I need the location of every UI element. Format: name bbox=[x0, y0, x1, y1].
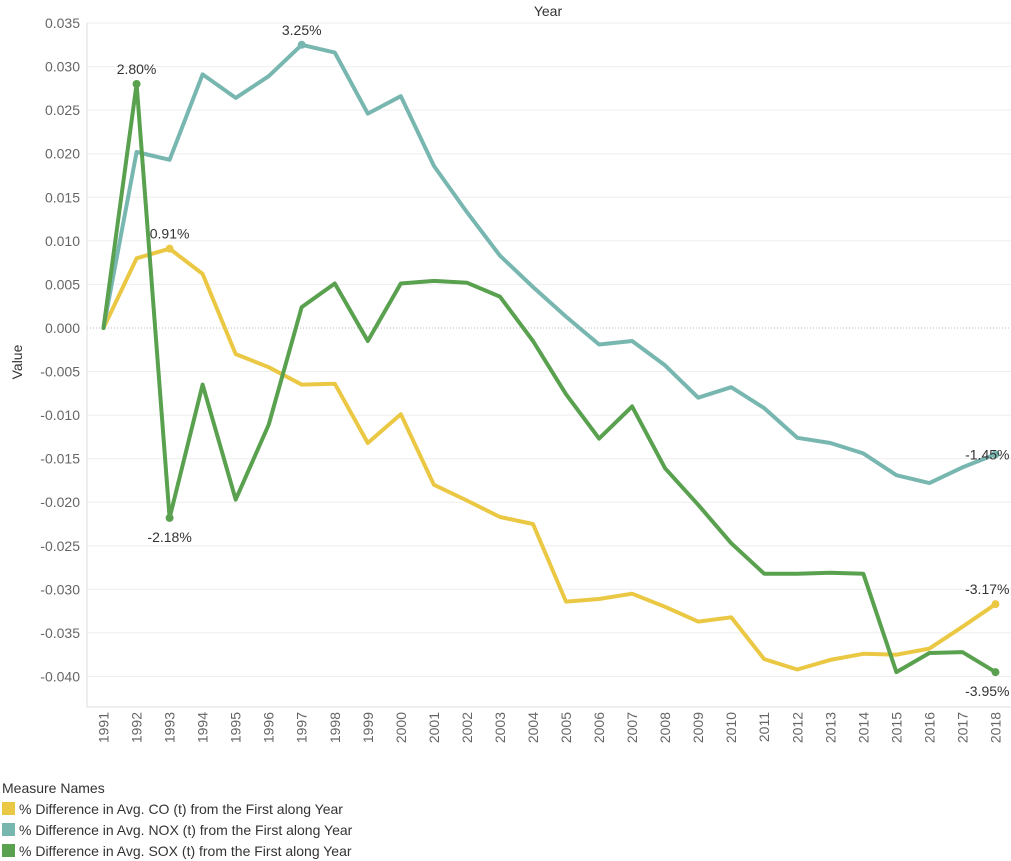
x-tick-label: 2015 bbox=[888, 712, 904, 743]
x-tick-label: 1995 bbox=[228, 712, 244, 743]
x-axis-ticks: 1991 1992 1993 1994 1995 1996 1997 1998 1999 2000… bbox=[96, 712, 1004, 743]
x-tick-label: 2018 bbox=[987, 712, 1003, 743]
x-tick-label: 1996 bbox=[261, 712, 277, 743]
legend-label-sox: % Difference in Avg. SOX (t) from the Fi… bbox=[19, 842, 352, 859]
legend-title: Measure Names bbox=[2, 780, 105, 796]
data-point[interactable] bbox=[165, 513, 174, 522]
x-tick-label: 2006 bbox=[591, 712, 607, 743]
x-tick-label: 1993 bbox=[162, 712, 178, 743]
data-label: 0.91% bbox=[150, 226, 190, 242]
series-line[interactable] bbox=[101, 246, 998, 672]
y-tick-label: 0.015 bbox=[45, 189, 80, 205]
x-tick-label: 2003 bbox=[492, 712, 508, 743]
data-point[interactable] bbox=[991, 450, 1000, 459]
x-tick-label: 1998 bbox=[327, 712, 343, 743]
x-tick-label: 2016 bbox=[921, 712, 937, 743]
y-tick-label: 0.030 bbox=[45, 59, 80, 75]
y-tick-label: -0.040 bbox=[40, 669, 80, 685]
legend-swatch-nox bbox=[2, 823, 15, 836]
y-tick-label: -0.020 bbox=[40, 494, 80, 510]
data-label: 2.80% bbox=[117, 61, 157, 77]
x-tick-label: 1991 bbox=[96, 712, 112, 743]
legend-label-co: % Difference in Avg. CO (t) from the Fir… bbox=[19, 800, 343, 817]
x-tick-label: 1994 bbox=[195, 712, 211, 743]
data-point[interactable] bbox=[991, 600, 1000, 609]
series-line[interactable] bbox=[101, 42, 998, 486]
legend-item-nox[interactable]: % Difference in Avg. NOX (t) from the Fi… bbox=[2, 819, 352, 840]
data-labels: 0.91% -3.17% 3.25% -1.45% 2.80% -2.18% -3.95% bbox=[117, 22, 1010, 699]
y-tick-label: -0.025 bbox=[40, 538, 80, 554]
y-tick-label: 0.010 bbox=[45, 233, 80, 249]
y-tick-label: 0.035 bbox=[45, 15, 80, 31]
x-tick-label: 2010 bbox=[723, 712, 739, 743]
y-tick-label: 0.025 bbox=[45, 102, 80, 118]
legend-swatch-sox bbox=[2, 844, 15, 857]
series-line[interactable] bbox=[101, 82, 998, 675]
x-tick-label: 2017 bbox=[954, 712, 970, 743]
x-tick-label: 2011 bbox=[756, 712, 772, 742]
x-tick-label: 2008 bbox=[657, 712, 673, 743]
data-point[interactable] bbox=[132, 79, 141, 88]
data-label: -2.18% bbox=[147, 529, 191, 545]
x-tick-label: 2007 bbox=[624, 712, 640, 743]
data-label: -3.95% bbox=[965, 683, 1009, 699]
y-tick-label: -0.030 bbox=[40, 581, 80, 597]
x-tick-label: 2004 bbox=[525, 712, 541, 743]
legend-swatch-co bbox=[2, 802, 15, 815]
x-tick-label: 2012 bbox=[789, 712, 805, 743]
x-tick-label: 2000 bbox=[393, 712, 409, 743]
data-point[interactable] bbox=[165, 244, 174, 253]
x-tick-label: 2013 bbox=[822, 712, 838, 743]
y-axis-ticks: 0.035 0.030 0.025 0.020 0.015 0.010 0.005 0.000… bbox=[40, 15, 80, 685]
x-tick-label: 2009 bbox=[690, 712, 706, 743]
y-tick-label: 0.005 bbox=[45, 276, 80, 292]
x-tick-label: 2014 bbox=[855, 712, 871, 743]
data-point[interactable] bbox=[297, 40, 306, 49]
grid-lines bbox=[86, 22, 1011, 708]
data-label: -1.45% bbox=[965, 446, 1009, 462]
data-point[interactable] bbox=[991, 668, 1000, 677]
legend-label-nox: % Difference in Avg. NOX (t) from the Fi… bbox=[19, 821, 353, 838]
y-tick-label: -0.005 bbox=[40, 364, 80, 380]
legend-item-sox[interactable]: % Difference in Avg. SOX (t) from the Fi… bbox=[2, 840, 352, 861]
data-label: 3.25% bbox=[282, 22, 322, 38]
y-tick-label: -0.035 bbox=[40, 625, 80, 641]
y-tick-label: -0.010 bbox=[40, 407, 80, 423]
y-axis-title: Value bbox=[9, 344, 25, 379]
x-tick-label: 2005 bbox=[558, 712, 574, 743]
line-chart: Year Value 0.035 0.030 0.025 0.020 0.015 0.01… bbox=[9, 3, 1011, 743]
legend: Measure Names % Difference in Avg. CO (t… bbox=[2, 778, 352, 861]
x-tick-label: 2001 bbox=[426, 712, 442, 743]
x-tick-label: 1997 bbox=[294, 712, 310, 743]
y-tick-label: -0.015 bbox=[40, 451, 80, 467]
chart-title: Year bbox=[534, 3, 563, 19]
x-tick-label: 2002 bbox=[459, 712, 475, 743]
series-lines bbox=[101, 42, 998, 675]
y-tick-label: 0.020 bbox=[45, 146, 80, 162]
data-label: -3.17% bbox=[965, 581, 1009, 597]
legend-item-co[interactable]: % Difference in Avg. CO (t) from the Fir… bbox=[2, 798, 352, 819]
x-tick-label: 1999 bbox=[360, 712, 376, 743]
y-tick-label: 0.000 bbox=[45, 320, 80, 336]
x-tick-label: 1992 bbox=[129, 712, 145, 743]
